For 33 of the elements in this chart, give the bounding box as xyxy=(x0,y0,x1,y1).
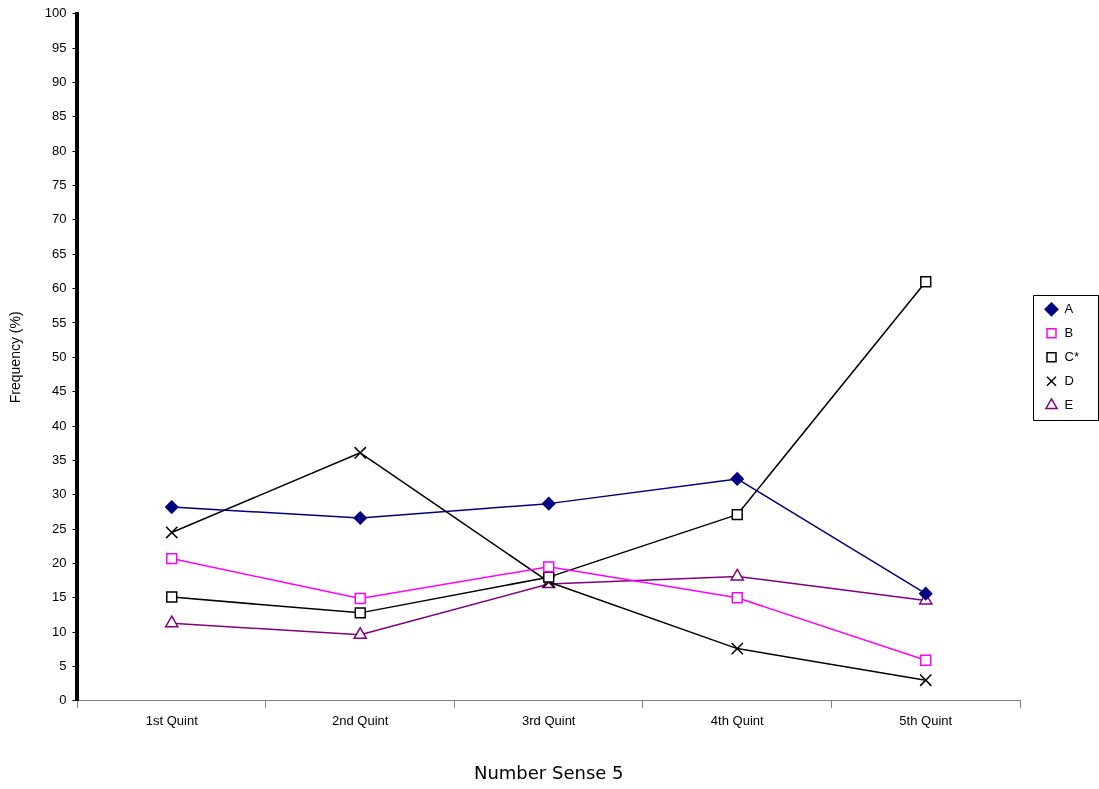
y-tick-label: 100 xyxy=(44,5,67,21)
x-tick-label: 5th Quint xyxy=(899,713,953,729)
legend-label: C* xyxy=(1064,348,1079,364)
y-tick-label: 55 xyxy=(52,314,67,330)
x-axis-title: Number Sense 5 xyxy=(473,761,624,783)
y-axis-title: Frequency (%) xyxy=(7,311,24,404)
y-tick-label: 95 xyxy=(52,39,67,55)
y-tick-label: 80 xyxy=(52,142,67,158)
y-tick-label: 65 xyxy=(52,245,67,261)
y-tick-label: 25 xyxy=(52,520,67,536)
legend-label: D xyxy=(1064,372,1074,388)
y-tick-label: 90 xyxy=(52,74,67,90)
x-tick-label: 2nd Quint xyxy=(332,713,389,729)
y-tick-label: 15 xyxy=(52,589,67,605)
y-tick-label: 35 xyxy=(52,451,67,467)
y-tick-label: 10 xyxy=(52,623,67,639)
x-tick-label: 4th Quint xyxy=(710,713,765,729)
legend-label: A xyxy=(1064,300,1074,316)
y-tick-label: 0 xyxy=(59,692,67,708)
y-tick-label: 5 xyxy=(59,658,67,674)
y-tick-label: 40 xyxy=(52,417,67,433)
legend-label: E xyxy=(1064,396,1074,412)
y-tick-label: 20 xyxy=(52,554,67,570)
y-tick-label: 30 xyxy=(52,486,67,502)
y-tick-label: 60 xyxy=(52,280,67,296)
y-tick-label: 45 xyxy=(52,383,67,399)
y-tick-label: 75 xyxy=(52,177,67,193)
x-tick-label: 3rd Quint xyxy=(522,713,576,729)
x-tick-label: 1st Quint xyxy=(145,713,199,729)
legend-label: B xyxy=(1064,324,1074,340)
y-tick-label: 70 xyxy=(52,211,67,227)
y-tick-label: 85 xyxy=(52,108,67,124)
y-tick-label: 50 xyxy=(52,348,67,364)
